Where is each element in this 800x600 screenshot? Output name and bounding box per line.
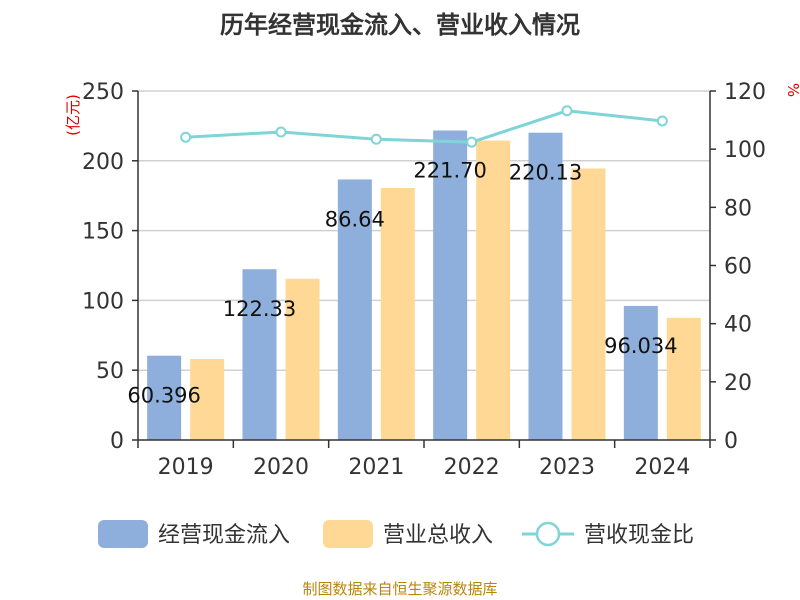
legend-swatch [323,520,373,548]
bar-cash-inflow [433,130,468,440]
legend-label: 营收现金比 [584,523,694,548]
data-label: 86.64 [325,207,385,231]
x-tick-label: 2022 [444,455,500,480]
bar-revenue [190,359,225,440]
axes: 0 50 100 150 200 250 0 20 40 60 80 100 120 2019 2020 20… [82,80,766,480]
left-axis-unit: (亿元) [64,94,82,136]
source-note: 制图数据来自恒生聚源数据库 [302,580,497,598]
data-label: 60.396 [127,384,200,408]
left-tick-label: 150 [82,220,124,245]
right-tick-label: 20 [724,371,752,396]
legend-label: 经营现金流入 [158,523,290,548]
right-axis-unit: % [784,83,800,97]
data-label: 221.70 [413,159,486,183]
ratio-point [466,136,478,148]
right-tick-label: 40 [724,313,752,338]
ratio-point [180,131,192,143]
left-tick-label: 100 [82,289,124,314]
x-tick-label: 2019 [158,455,214,480]
bar-cash-inflow [147,355,182,440]
bar-cash-inflow [623,305,658,440]
ratio-point [275,126,287,138]
bar-cash-inflow [528,132,563,440]
data-labels: 60.396 122.33 86.64 221.70 220.13 96.034 [127,159,677,408]
data-label: 96.034 [604,334,677,358]
left-tick-label: 0 [110,429,124,454]
x-tick-label: 2023 [539,455,595,480]
legend: 经营现金流入 营业总收入 营收现金比 [98,520,694,548]
bar-revenue [666,317,701,440]
bar-revenue [476,140,511,441]
legend-swatch [98,520,148,548]
bar-revenue [380,188,415,440]
left-tick-label: 200 [82,150,124,175]
left-tick-label: 50 [96,359,124,384]
bars [147,130,701,441]
ratio-point [561,105,573,117]
ratio-line [180,105,668,148]
right-tick-label: 80 [724,196,752,221]
data-label: 122.33 [223,297,296,321]
x-tick-label: 2021 [348,455,404,480]
x-tick-label: 2024 [634,455,690,480]
ratio-line-path [185,109,663,144]
ratio-point [656,115,668,127]
data-label: 220.13 [509,161,582,185]
right-tick-label: 0 [724,429,738,454]
chart-title: 历年经营现金流入、营业收入情况 [220,11,580,39]
right-tick-label: 120 [724,80,766,105]
legend-label: 营业总收入 [383,523,493,548]
legend-marker [535,521,561,547]
bar-revenue [285,278,320,440]
bar-revenue [571,168,606,440]
bar-cash-inflow [242,269,277,440]
bar-cash-inflow [337,179,372,440]
ratio-point [370,133,382,145]
x-tick-label: 2020 [253,455,309,480]
right-tick-label: 100 [724,138,766,163]
gridlines [138,90,710,371]
left-tick-label: 250 [82,80,124,105]
right-tick-label: 60 [724,255,752,280]
